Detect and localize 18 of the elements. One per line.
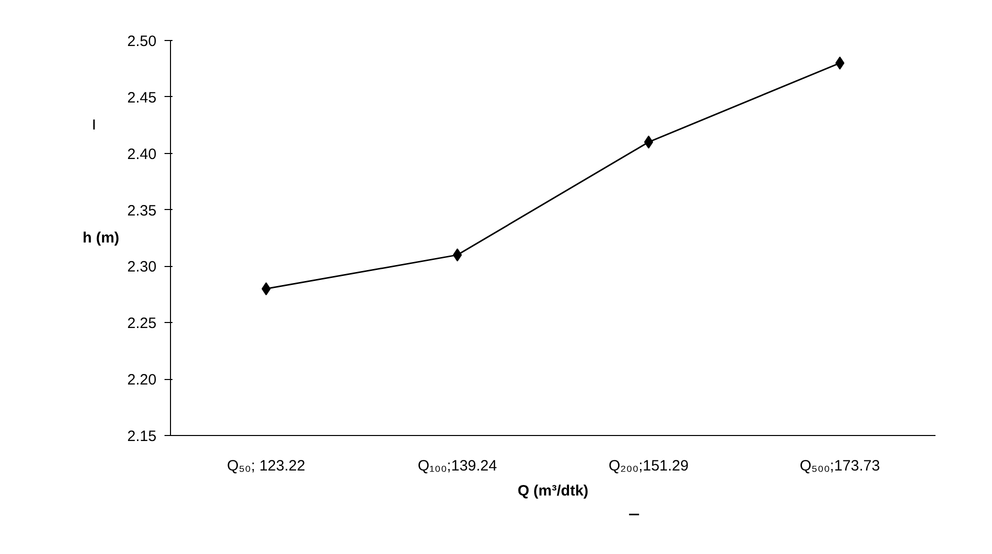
- y-tick-label: 2.40: [127, 146, 157, 163]
- x-tick-label: Q₅₀; 123.22: [227, 458, 306, 474]
- x-tick-label: Q₅₀₀;173.73: [800, 458, 880, 474]
- y-tick-label: 2.30: [127, 258, 157, 276]
- point: [835, 56, 844, 70]
- y-tick-label: 2.35: [127, 202, 157, 220]
- point: [262, 282, 271, 296]
- point: [452, 248, 462, 262]
- y-tick-label: 2.15: [127, 428, 157, 445]
- y-tick-label: 2.50: [127, 33, 157, 50]
- point: [644, 136, 654, 149]
- y-tick-label: 2.25: [127, 315, 157, 332]
- y-axis-title: h (m): [82, 230, 120, 246]
- y-tick-label: 2.45: [127, 89, 157, 106]
- x-tick-label: Q₁₀₀;139.24: [418, 458, 497, 474]
- y-tick-label: 2.20: [127, 372, 157, 389]
- x-tick-label: Q₂₀₀;151.29: [608, 458, 689, 474]
- x-axis-title: Q (m³/dtk): [518, 482, 588, 500]
